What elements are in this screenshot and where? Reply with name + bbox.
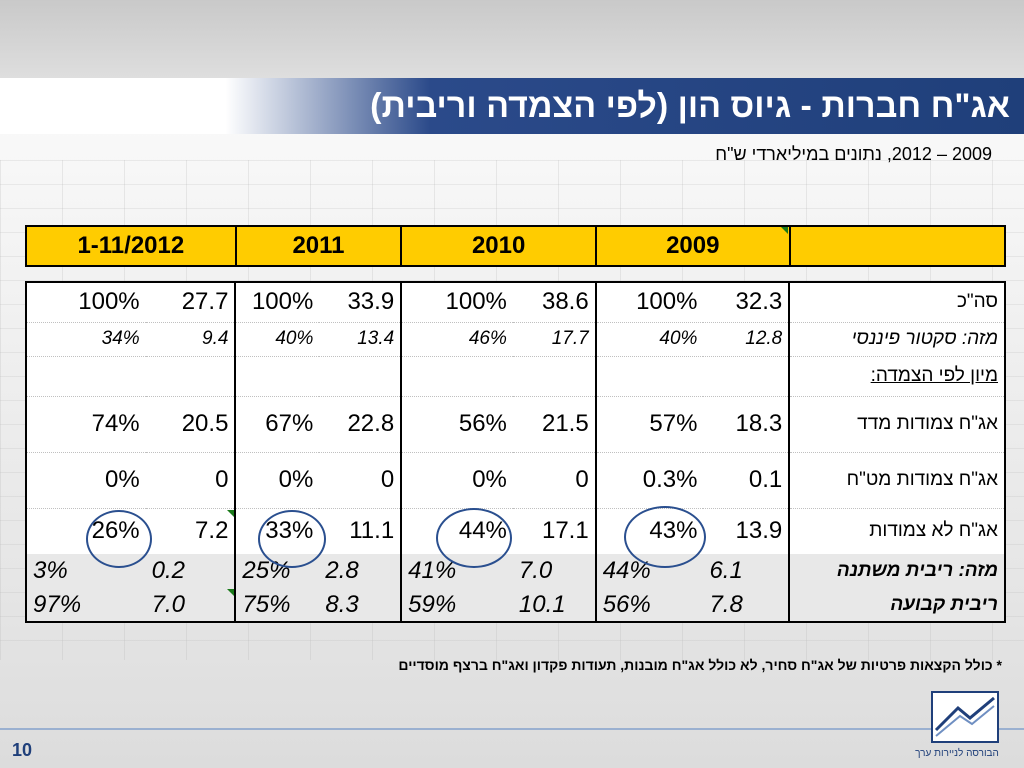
fx-2011-pct: 0%: [234, 451, 320, 508]
exchange-logo-icon: [931, 691, 999, 743]
financial-2010-val: 17.7: [512, 321, 596, 356]
cpi-2011-val: 22.8: [319, 395, 402, 452]
fx-2012-val: 0: [145, 451, 236, 508]
total-2010-pct: 100%: [400, 282, 513, 322]
row-label-financial: מזה: סקטור פיננסי: [788, 321, 1005, 356]
financial-2011-pct: 40%: [234, 321, 320, 356]
table-row: מיון לפי הצמדה:: [26, 355, 1005, 396]
slide-subtitle: 2009 – 2012, נתונים במיליארדי ש"ח: [715, 144, 992, 164]
header-2012: 1-11/2012: [25, 225, 237, 267]
header-2010: 2010: [400, 225, 597, 267]
row-label-fixed: ריבית קבועה: [788, 588, 1005, 622]
highlight-circle-2009: [624, 506, 706, 568]
financial-2009-val: 12.8: [703, 321, 790, 356]
variable-2009-val: 6.1: [703, 554, 790, 588]
footnote: * כולל הקצאות פרטיות של אג"ח סחיר, לא כו…: [398, 657, 1002, 673]
highlight-circle-2010: [436, 508, 512, 568]
row-label-unlinked: אג"ח לא צמודות: [788, 507, 1005, 554]
cpi-2009-val: 18.3: [703, 395, 790, 452]
slide-title: אג"ח חברות - גיוס הון (לפי הצמדה וריבית): [370, 87, 1010, 125]
highlight-circle-2011: [258, 510, 326, 568]
row-label-fx: אג"ח צמודות מט"ח: [788, 451, 1005, 508]
table-row: 0% 0 0% 0 0% 0 0.3% 0.1 אג"ח צמודות מט"ח: [26, 451, 1005, 508]
table-row: 3% 0.2 25% 2.8 41% 7.0 44% 6.1 מזה: ריבי…: [26, 554, 1005, 588]
fx-2010-val: 0: [512, 451, 596, 508]
total-2012-pct: 100%: [78, 288, 140, 316]
header-2011: 2011: [234, 225, 403, 267]
fx-2009-pct: 0.3%: [594, 451, 704, 508]
fixed-2009-val: 7.8: [703, 588, 790, 622]
fx-2009-val: 0.1: [703, 451, 790, 508]
unlinked-2012-val: 7.2: [145, 507, 236, 554]
total-2011-pct: 100%: [234, 282, 320, 322]
data-table: 100% 27.7 100% 33.9 100% 38.6 100% 32.3 …: [25, 281, 1006, 623]
top-band: [0, 0, 1024, 78]
cpi-2012-val: 20.5: [145, 395, 236, 452]
fixed-2010-pct: 59%: [400, 588, 513, 622]
section-label-linkage: מיון לפי הצמדה:: [788, 355, 1005, 396]
fx-2012-pct: 0%: [26, 451, 146, 508]
fixed-2009-pct: 56%: [594, 588, 704, 622]
title-bar: [0, 78, 1024, 134]
total-2012-val: 27.7: [181, 288, 229, 316]
financial-2012-val: 9.4: [145, 321, 236, 356]
table-row: 34% 9.4 40% 13.4 46% 17.7 40% 12.8 מזה: …: [26, 321, 1005, 356]
financial-2011-val: 13.4: [319, 321, 402, 356]
row-label-variable: מזה: ריבית משתנה: [788, 554, 1005, 588]
total-2009-val: 32.3: [735, 288, 783, 316]
row-label-cpi: אג"ח צמודות מדד: [788, 395, 1005, 452]
row-label-total: סה"כ: [788, 282, 1005, 322]
bottom-divider: [0, 728, 1024, 730]
table-row: 74% 20.5 67% 22.8 56% 21.5 57% 18.3 אג"ח…: [26, 395, 1005, 452]
variable-2012-val: 0.2: [145, 554, 236, 588]
total-2011-val: 33.9: [347, 288, 395, 316]
cpi-2009-pct: 57%: [594, 395, 704, 452]
page-number: 10: [12, 740, 33, 760]
cpi-2011-pct: 67%: [234, 395, 320, 452]
unlinked-2011-val: 11.1: [319, 507, 402, 554]
header-label-col: [788, 225, 1007, 267]
cpi-2010-val: 21.5: [512, 395, 596, 452]
table-row: 100% 27.7 100% 33.9 100% 38.6 100% 32.3 …: [26, 282, 1005, 322]
cpi-2010-pct: 56%: [400, 395, 513, 452]
header-table: 1-11/2012 2011 2010 2009: [25, 225, 1007, 267]
variable-2010-val: 7.0: [512, 554, 596, 588]
table-row: 26% 7.2 33% 11.1 44% 17.1 43% 13.9 אג"ח …: [26, 507, 1005, 554]
header-2009: 2009: [594, 225, 791, 267]
financial-2010-pct: 46%: [400, 321, 513, 356]
comment-marker: [227, 510, 234, 517]
fx-2011-val: 0: [319, 451, 402, 508]
variable-2011-val: 2.8: [319, 554, 402, 588]
table-row: 97% 7.0 75% 8.3 59% 10.1 56% 7.8 ריבית ק…: [26, 588, 1005, 622]
fixed-2011-val: 8.3: [319, 588, 402, 622]
fixed-2012-pct: 97%: [26, 588, 146, 622]
logo-text: הבורסה לניירות ערך: [915, 748, 999, 759]
highlight-circle-2012: [86, 510, 152, 568]
comment-marker: [781, 227, 788, 234]
unlinked-2010-val: 17.1: [512, 507, 596, 554]
fixed-2012-val: 7.0: [145, 588, 236, 622]
total-2009-pct: 100%: [594, 282, 704, 322]
financial-2009-pct: 40%: [594, 321, 704, 356]
fx-2010-pct: 0%: [400, 451, 513, 508]
total-2010-val: 38.6: [541, 288, 589, 316]
cpi-2012-pct: 74%: [26, 395, 146, 452]
comment-marker: [227, 589, 234, 596]
financial-2012-pct: 34%: [26, 321, 146, 356]
unlinked-2009-val: 13.9: [703, 507, 790, 554]
fixed-2011-pct: 75%: [234, 588, 320, 622]
fixed-2010-val: 10.1: [512, 588, 596, 622]
